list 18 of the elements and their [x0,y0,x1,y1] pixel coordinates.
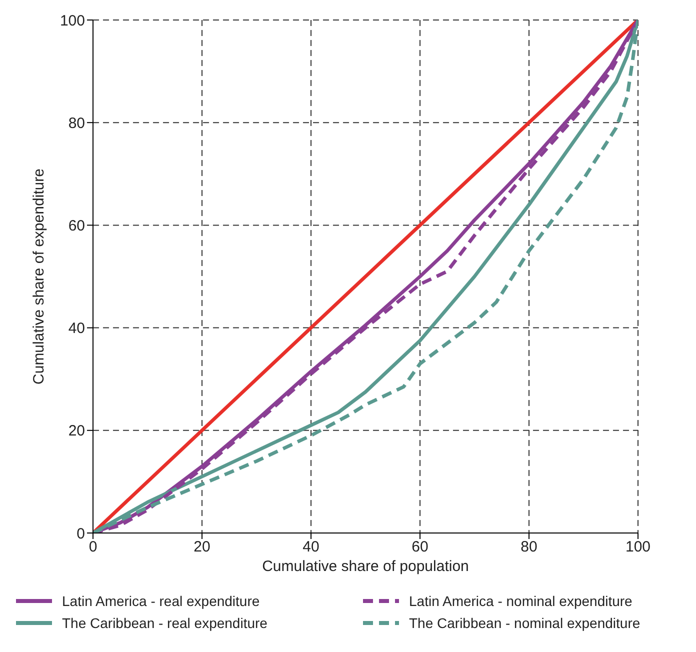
x-tick-label: 100 [625,538,651,556]
x-tick-label: 20 [194,538,210,556]
y-tick-label: 0 [76,525,85,542]
x-tick-label: 0 [88,538,98,556]
x-tick-label: 60 [412,538,428,556]
y-tick-label: 80 [68,114,85,132]
legend-label: The Caribbean - real expenditure [62,615,268,631]
y-tick-label: 100 [60,12,85,30]
legend-label: Latin America - real expenditure [62,593,260,609]
y-tick-label: 20 [68,422,85,440]
y-tick-label: 40 [68,320,85,338]
y-axis-title: Cumulative share of expenditure [30,168,48,384]
y-tick-label: 60 [68,218,85,235]
x-tick-label: 40 [302,538,320,556]
legend-label: The Caribbean - nominal expenditure [409,615,640,631]
legend-label: Latin America - nominal expenditure [409,593,632,609]
x-axis-title: Cumulative share of population [262,558,469,575]
x-tick-label: 80 [520,538,538,556]
